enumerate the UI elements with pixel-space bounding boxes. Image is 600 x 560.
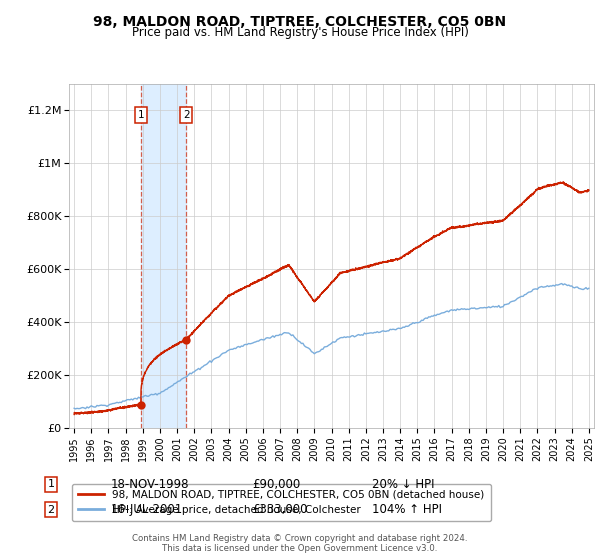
Text: 1: 1 bbox=[137, 110, 144, 120]
Text: 98, MALDON ROAD, TIPTREE, COLCHESTER, CO5 0BN: 98, MALDON ROAD, TIPTREE, COLCHESTER, CO… bbox=[94, 15, 506, 29]
Text: £90,000: £90,000 bbox=[252, 478, 300, 491]
Text: 20% ↓ HPI: 20% ↓ HPI bbox=[372, 478, 434, 491]
Text: 104% ↑ HPI: 104% ↑ HPI bbox=[372, 503, 442, 516]
Bar bbox=[141, 84, 187, 428]
Text: 18-NOV-1998: 18-NOV-1998 bbox=[111, 478, 190, 491]
Legend: 98, MALDON ROAD, TIPTREE, COLCHESTER, CO5 0BN (detached house), HPI: Average pri: 98, MALDON ROAD, TIPTREE, COLCHESTER, CO… bbox=[71, 483, 491, 521]
Text: £333,000: £333,000 bbox=[252, 503, 308, 516]
Text: 16-JUL-2001: 16-JUL-2001 bbox=[111, 503, 183, 516]
Text: 2: 2 bbox=[47, 505, 55, 515]
Text: 1: 1 bbox=[47, 479, 55, 489]
Text: Price paid vs. HM Land Registry's House Price Index (HPI): Price paid vs. HM Land Registry's House … bbox=[131, 26, 469, 39]
Text: Contains HM Land Registry data © Crown copyright and database right 2024.
This d: Contains HM Land Registry data © Crown c… bbox=[132, 534, 468, 553]
Text: 2: 2 bbox=[183, 110, 190, 120]
